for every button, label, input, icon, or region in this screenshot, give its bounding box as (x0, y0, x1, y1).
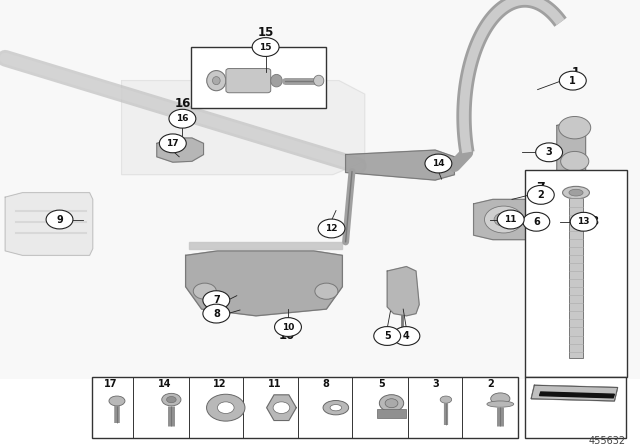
Ellipse shape (385, 399, 398, 408)
Ellipse shape (162, 393, 181, 406)
Ellipse shape (440, 396, 452, 403)
Text: 10: 10 (278, 329, 295, 342)
Text: 455632: 455632 (589, 436, 626, 446)
Text: 17: 17 (166, 139, 179, 148)
Text: 14: 14 (432, 159, 445, 168)
Ellipse shape (109, 396, 125, 406)
Text: 13: 13 (577, 217, 590, 226)
Circle shape (203, 291, 230, 310)
Polygon shape (531, 385, 618, 401)
Circle shape (203, 304, 230, 323)
Circle shape (315, 283, 338, 299)
Polygon shape (531, 385, 618, 401)
Polygon shape (540, 392, 614, 398)
Polygon shape (474, 199, 534, 240)
Circle shape (218, 402, 234, 414)
FancyBboxPatch shape (0, 0, 640, 379)
Text: 7: 7 (213, 295, 220, 305)
Text: 1: 1 (570, 76, 576, 86)
FancyBboxPatch shape (378, 409, 406, 418)
Text: 17: 17 (104, 379, 117, 389)
Circle shape (207, 394, 245, 421)
Polygon shape (157, 138, 204, 162)
Ellipse shape (330, 405, 342, 411)
FancyBboxPatch shape (569, 198, 583, 358)
Text: 9: 9 (48, 214, 56, 227)
Polygon shape (5, 193, 93, 255)
Circle shape (275, 318, 301, 336)
Text: 6: 6 (533, 217, 540, 227)
Ellipse shape (271, 74, 282, 87)
Text: 15: 15 (259, 43, 272, 52)
Polygon shape (267, 395, 296, 421)
Circle shape (318, 219, 345, 238)
Circle shape (561, 151, 589, 171)
Text: 3: 3 (433, 379, 440, 389)
Text: 13: 13 (584, 215, 600, 228)
Ellipse shape (314, 75, 324, 86)
Circle shape (523, 212, 550, 231)
Text: 4: 4 (403, 331, 410, 341)
Ellipse shape (563, 186, 589, 199)
Circle shape (169, 109, 196, 128)
Circle shape (527, 185, 554, 204)
FancyBboxPatch shape (525, 170, 627, 377)
Ellipse shape (487, 401, 514, 407)
Circle shape (46, 210, 73, 229)
Text: 16: 16 (174, 97, 191, 110)
Circle shape (570, 212, 597, 231)
Text: 5: 5 (378, 379, 385, 389)
Text: 3: 3 (546, 147, 552, 157)
Circle shape (252, 38, 279, 56)
Circle shape (536, 143, 563, 162)
Ellipse shape (380, 395, 404, 412)
Polygon shape (122, 81, 365, 175)
Ellipse shape (166, 396, 176, 403)
Ellipse shape (323, 401, 349, 415)
Polygon shape (186, 251, 342, 316)
Text: 1: 1 (572, 66, 580, 79)
Text: 10: 10 (282, 323, 294, 332)
Circle shape (562, 177, 588, 195)
Circle shape (159, 134, 186, 153)
Circle shape (559, 116, 591, 139)
Polygon shape (346, 150, 454, 180)
Circle shape (484, 206, 523, 233)
Text: 16: 16 (176, 114, 189, 123)
Circle shape (393, 327, 420, 345)
Text: 8: 8 (213, 309, 220, 319)
FancyBboxPatch shape (525, 377, 626, 438)
FancyBboxPatch shape (92, 377, 518, 438)
Text: 5: 5 (384, 331, 390, 341)
Circle shape (559, 71, 586, 90)
Polygon shape (387, 267, 419, 316)
Text: 6: 6 (538, 218, 546, 232)
Text: 7: 7 (536, 181, 545, 194)
Text: 2: 2 (487, 379, 494, 389)
Text: 12: 12 (212, 379, 226, 389)
Polygon shape (540, 392, 614, 398)
Ellipse shape (207, 71, 226, 91)
Ellipse shape (491, 393, 510, 405)
Circle shape (374, 327, 401, 345)
FancyBboxPatch shape (191, 47, 326, 108)
Text: 11: 11 (504, 215, 517, 224)
Circle shape (497, 210, 524, 229)
Text: 12: 12 (325, 224, 338, 233)
Polygon shape (557, 121, 586, 193)
Text: 15: 15 (257, 26, 274, 39)
Text: 8: 8 (323, 379, 330, 389)
Ellipse shape (569, 190, 583, 196)
Ellipse shape (212, 77, 220, 85)
Circle shape (273, 402, 290, 414)
Text: 14: 14 (158, 379, 172, 389)
FancyBboxPatch shape (226, 69, 271, 93)
Polygon shape (189, 242, 342, 249)
Circle shape (494, 213, 513, 226)
Circle shape (193, 283, 216, 299)
Text: 11: 11 (268, 379, 282, 389)
Circle shape (425, 154, 452, 173)
Text: 9: 9 (56, 215, 63, 224)
Text: 2: 2 (538, 190, 544, 200)
